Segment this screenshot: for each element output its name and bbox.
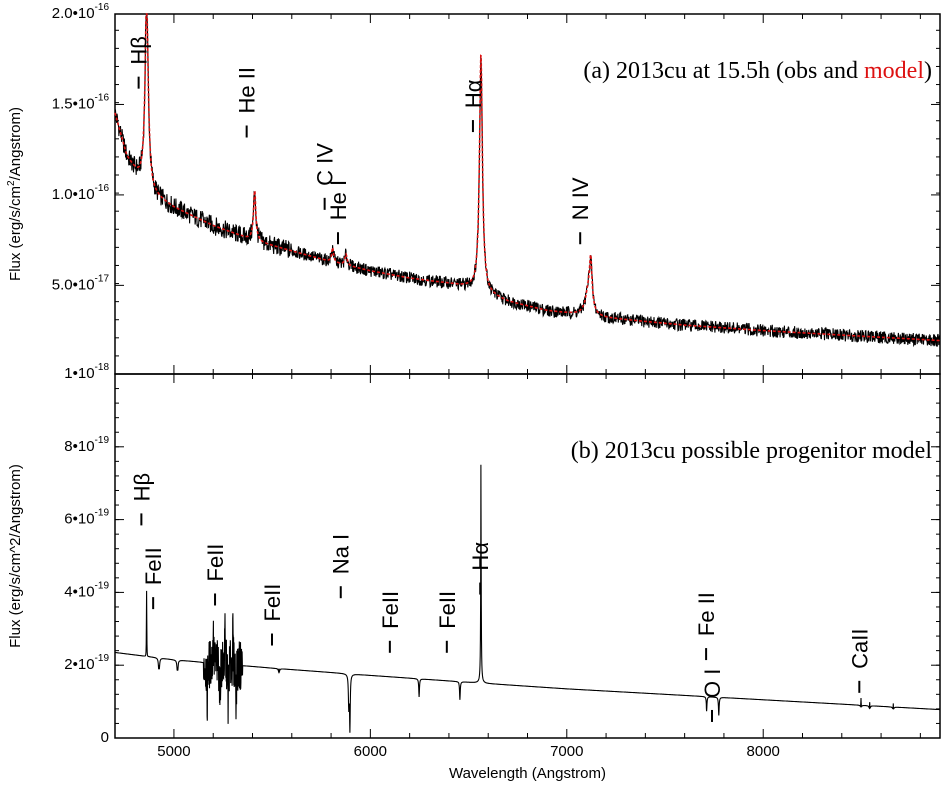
spectral-line-label: He II — [235, 67, 260, 113]
spectral-line-label: FeII — [141, 547, 166, 585]
spectral-line-label: FeII — [260, 584, 285, 622]
panel-b-ylabel: Flux (erg/s/cm^2/Angstrom) — [7, 464, 24, 648]
y-tick-label: 1.0•10-16 — [52, 183, 110, 203]
panel-b-tick-labels: 5000 6000 7000 8000 0 2•10-19 4•10-19 6•10-19 8•… — [64, 434, 780, 760]
spectral-line-label: Hα — [461, 79, 486, 108]
x-tick-label: 6000 — [354, 743, 387, 760]
y-tick-label: 6•10-19 — [64, 507, 109, 527]
panel-b-xlabel: Wavelength (Angstrom) — [449, 765, 606, 782]
panel-a-model-line — [114, 13, 940, 342]
spectral-line-label: CaII — [847, 628, 872, 668]
spectral-line-label: FeII — [203, 544, 228, 582]
spectral-line-label: FeII — [378, 591, 403, 629]
panel-a-tick-labels: 1•10-18 5.0•10-17 1.0•10-16 1.5•10-16 2.0•10… — [52, 2, 110, 382]
spectral-line-label: Na I — [329, 534, 354, 574]
spectral-line-label: Hβ — [127, 36, 152, 65]
x-tick-label: 7000 — [550, 743, 583, 760]
spectral-line-label: Fe II — [694, 592, 719, 636]
panel-b-line-labels: Hβ FeII FeII FeII Na I FeII FeII Hα Fe II O I CaII — [129, 473, 872, 722]
spectral-line-label: FeII — [435, 591, 460, 629]
panel-a-title: (a) 2013cu at 15.5h (obs and model) — [583, 58, 932, 84]
spectral-line-label: O I — [700, 669, 725, 698]
x-tick-label: 5000 — [157, 743, 190, 760]
title-model-word: model — [864, 58, 924, 84]
panel-b-spectrum: 5000 6000 7000 8000 0 2•10-19 4•10-19 6•10-19 8•… — [7, 373, 941, 782]
y-tick-label: 5.0•10-17 — [52, 273, 110, 293]
y-tick-label: 4•10-19 — [64, 580, 109, 600]
panel-a-ylabel: Flux (erg/s/cm2/Angstrom) — [6, 107, 24, 281]
spectral-line-label: Hα — [468, 542, 493, 571]
y-tick-label: 1•10-18 — [64, 362, 109, 382]
spectral-line-label: N IV — [568, 177, 593, 220]
spectral-line-label: Hβ — [129, 473, 154, 502]
panel-b-model-line — [115, 464, 940, 733]
panel-b-ticks — [115, 373, 940, 739]
y-tick-label: 8•10-19 — [64, 434, 109, 454]
y-tick-label: 0 — [101, 729, 109, 746]
panel-a-ticks — [115, 13, 940, 375]
spectral-line-label: C IV — [313, 143, 338, 186]
panel-a-spectrum: 1•10-18 5.0•10-17 1.0•10-16 1.5•10-16 2.0•10… — [6, 2, 941, 382]
y-tick-label: 2•10-19 — [64, 653, 109, 673]
panel-b-title: (b) 2013cu possible progenitor model — [571, 438, 933, 464]
spectral-line-label: He I — [326, 180, 351, 220]
x-tick-label: 8000 — [747, 743, 780, 760]
y-tick-label: 2.0•10-16 — [52, 2, 110, 22]
y-tick-label: 1.5•10-16 — [52, 92, 110, 112]
